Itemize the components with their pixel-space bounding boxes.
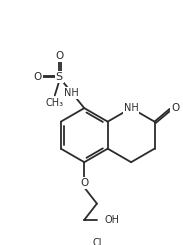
Text: NH: NH — [124, 103, 139, 113]
Text: O: O — [33, 72, 42, 82]
Text: O: O — [55, 51, 63, 61]
Text: CH₃: CH₃ — [46, 98, 64, 108]
Text: O: O — [171, 103, 179, 113]
Text: NH: NH — [124, 103, 139, 113]
Text: O: O — [171, 103, 179, 113]
Text: OH: OH — [104, 215, 119, 225]
Text: NH: NH — [64, 88, 79, 98]
Text: S: S — [56, 72, 63, 82]
Text: Cl: Cl — [92, 238, 102, 245]
Text: O: O — [80, 178, 88, 188]
